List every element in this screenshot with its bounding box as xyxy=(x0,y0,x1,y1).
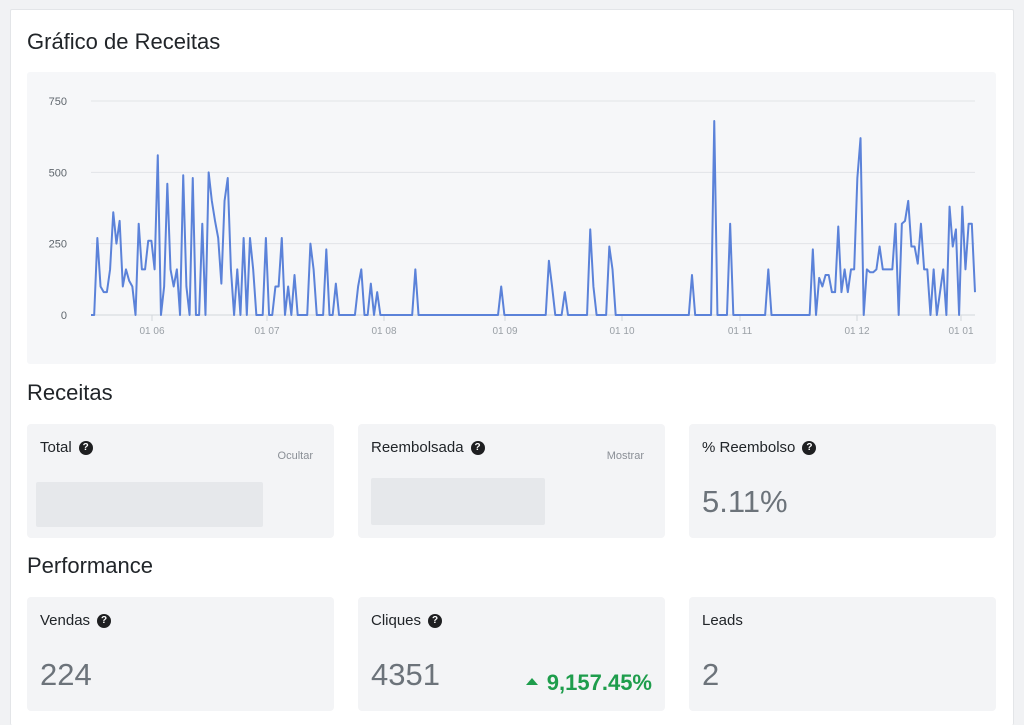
reembolso-pct-label-row: % Reembolso ? xyxy=(702,439,817,456)
vendas-value: 224 xyxy=(40,657,92,692)
receitas-section-title: Receitas xyxy=(27,380,113,405)
question-circle-icon[interactable]: ? xyxy=(470,440,485,455)
total-label: Total xyxy=(40,439,72,456)
caret-up-icon xyxy=(525,677,538,685)
show-reembolsada-toggle[interactable]: Mostrar xyxy=(606,450,644,462)
chart-x-tick-label: 01 10 xyxy=(609,326,634,337)
chart-x-tick-label: 01 07 xyxy=(254,326,279,337)
chart-revenue-line xyxy=(91,119,976,316)
leads-value: 2 xyxy=(702,657,720,692)
chart-y-tick-label: 750 xyxy=(49,96,67,108)
reembolso-pct-value: 5.11% xyxy=(702,484,788,519)
cliques-card: Cliques ? 4351 9,157.45% xyxy=(358,597,665,711)
leads-label: Leads xyxy=(702,612,743,629)
cliques-value: 4351 xyxy=(371,657,440,692)
chart-x-tick-label: 01 12 xyxy=(844,326,869,337)
total-value-hidden xyxy=(36,482,263,527)
vendas-label: Vendas xyxy=(40,612,91,629)
reembolsada-value-hidden xyxy=(371,478,545,525)
leads-label-row: Leads xyxy=(702,612,743,629)
question-circle-icon[interactable]: ? xyxy=(802,440,817,455)
chart-x-tick-label: 01 09 xyxy=(492,326,517,337)
chart-x-tick-label: 01 01 xyxy=(948,326,973,337)
question-circle-icon[interactable]: ? xyxy=(428,613,443,628)
reembolsada-label: Reembolsada xyxy=(371,439,464,456)
hide-total-toggle[interactable]: Ocultar xyxy=(277,450,313,462)
question-circle-icon[interactable]: ? xyxy=(78,440,93,455)
performance-section-title: Performance xyxy=(27,553,153,578)
total-label-row: Total ? xyxy=(40,439,93,456)
cliques-label: Cliques xyxy=(371,612,422,629)
revenue-chart-title: Gráfico de Receitas xyxy=(27,29,221,54)
reembolso-pct-card: % Reembolso ? 5.11% xyxy=(689,424,996,538)
cliques-label-row: Cliques ? xyxy=(371,612,443,629)
chart-y-tick-label: 0 xyxy=(61,310,67,322)
cliques-growth-value: 9,157.45% xyxy=(546,670,652,695)
chart-x-tick-label: 01 08 xyxy=(371,326,396,337)
chart-x-tick-label: 01 06 xyxy=(139,326,164,337)
reembolsada-card: Reembolsada ? Mostrar xyxy=(358,424,665,538)
reembolsada-label-row: Reembolsada ? xyxy=(371,439,485,456)
question-circle-icon[interactable]: ? xyxy=(97,613,112,628)
vendas-label-row: Vendas ? xyxy=(40,612,112,629)
vendas-card: Vendas ? 224 xyxy=(27,597,334,711)
total-card: Total ? Ocultar xyxy=(27,424,334,538)
revenue-chart: 750 500 250 0 01 06 01 07 01 08 01 09 01 10 01 11… xyxy=(27,72,996,364)
reembolso-pct-label: % Reembolso xyxy=(702,439,796,456)
cliques-growth-badge: 9,157.45% xyxy=(525,670,652,696)
chart-y-tick-label: 250 xyxy=(49,239,67,251)
revenue-chart-svg: 750 500 250 0 01 06 01 07 01 08 01 09 01 10 01 11… xyxy=(49,96,976,337)
leads-card: Leads 2 xyxy=(689,597,996,711)
chart-x-tick-label: 01 11 xyxy=(728,326,753,337)
chart-y-tick-label: 500 xyxy=(49,167,67,179)
